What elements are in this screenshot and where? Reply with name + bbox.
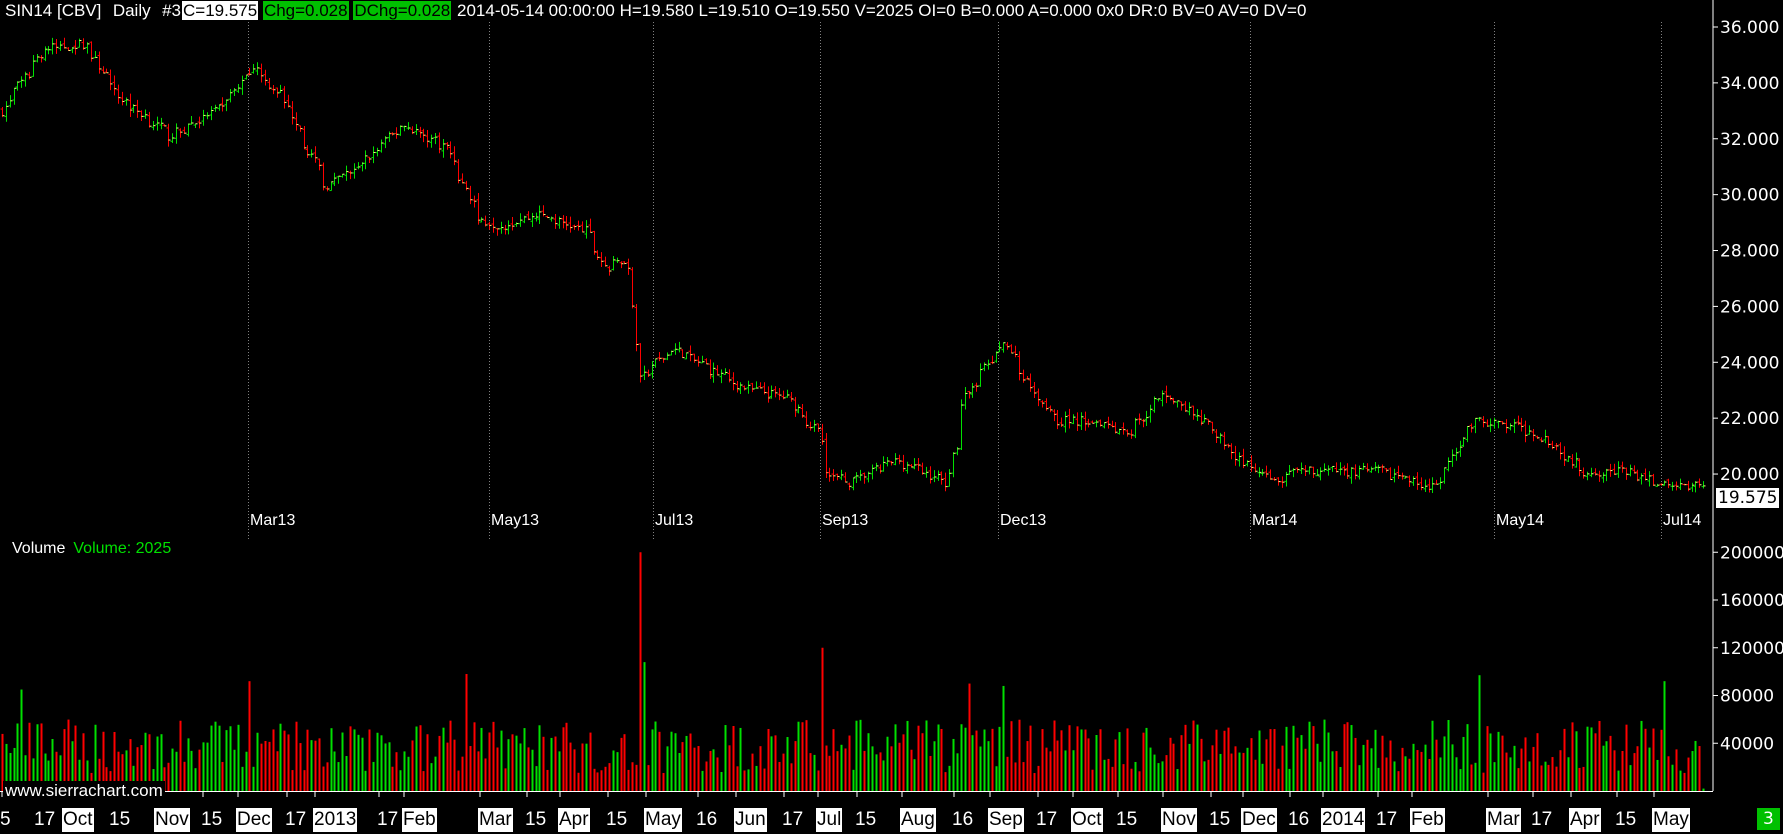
date-axis-label: Mar: [1486, 808, 1521, 832]
date-axis-label: Mar: [478, 808, 513, 832]
daily-change-value: DChg=0.028: [353, 1, 452, 20]
date-axis-label: 17: [377, 809, 399, 830]
price-tick-label: 24.000: [1720, 353, 1779, 373]
date-axis-label: Dec: [1241, 808, 1277, 832]
date-axis-label: 15: [1209, 809, 1231, 830]
date-axis-label: Jun: [734, 808, 767, 832]
date-axis-label: 17: [285, 809, 307, 830]
date-axis-label: Apr: [558, 808, 590, 832]
contract-marker-label: Mar13: [250, 512, 296, 529]
date-axis-label: 15: [606, 809, 628, 830]
price-tick-label: 28.000: [1720, 242, 1779, 262]
date-axis-label: 15: [855, 809, 877, 830]
volume-tick-label: 200000: [1720, 543, 1783, 563]
date-axis-label: May: [1652, 808, 1690, 832]
date-axis-label: 15: [1615, 809, 1637, 830]
contract-marker-label: Dec13: [1000, 512, 1047, 529]
date-axis-label: 16: [696, 809, 718, 830]
date-axis-label: Nov: [154, 808, 190, 832]
volume-tick-label: 40000: [1720, 734, 1774, 754]
date-axis-label: May: [644, 808, 682, 832]
volume-tick-label: 80000: [1720, 687, 1774, 707]
date-axis-label: Sep: [988, 808, 1024, 832]
date-axis-label: 17: [782, 809, 804, 830]
close-value: C=19.575: [182, 1, 259, 20]
date-axis-label: Feb: [1410, 808, 1445, 832]
watermark: www.sierrachart.com: [3, 781, 165, 801]
volume-tick-label: 120000: [1720, 639, 1783, 659]
date-axis-label: 17: [34, 809, 56, 830]
price-tick-label: 32.000: [1720, 130, 1779, 150]
last-price-label: 19.575: [1716, 488, 1780, 508]
chart-header: SIN14 [CBV] Daily #3 C=19.575 Chg=0.028 D…: [4, 1, 1307, 21]
date-axis-label: 15: [525, 809, 547, 830]
date-axis-label: Apr: [1569, 808, 1601, 832]
date-axis-label: 15: [1116, 809, 1138, 830]
volume-title: Volume Volume: 2025: [12, 540, 171, 558]
contract-marker-label: May13: [491, 512, 540, 529]
date-axis-label: Aug: [900, 808, 936, 832]
contract-marker-label: Mar14: [1252, 512, 1298, 529]
date-axis-label: Jul: [816, 808, 843, 832]
date-axis-label: 16: [952, 809, 974, 830]
date-axis-label: 17: [1531, 809, 1553, 830]
period: Daily: [112, 1, 151, 20]
date-axis-label: 2013: [313, 808, 358, 832]
contract-marker-label: May14: [1496, 512, 1545, 529]
volume-study-name: Volume: [12, 540, 66, 557]
price-tick-label: 26.000: [1720, 297, 1779, 317]
date-axis-label: 5: [0, 809, 11, 830]
bar-details: 2014-05-14 00:00:00 H=19.580 L=19.510 O=…: [457, 1, 1307, 20]
volume-tick-label: 160000: [1720, 591, 1783, 611]
date-axis-label: 17: [1036, 809, 1058, 830]
chart-page-badge[interactable]: 3: [1757, 808, 1780, 830]
symbol: SIN14 [CBV]: [5, 1, 102, 20]
date-axis-label: Feb: [402, 808, 437, 832]
contract-marker-label: Jul13: [655, 512, 694, 529]
date-axis-label: 16: [1288, 809, 1310, 830]
price-tick-label: 34.000: [1720, 74, 1779, 94]
price-tick-label: 22.000: [1720, 409, 1779, 429]
date-axis-label: Dec: [236, 808, 272, 832]
date-axis-label: Oct: [62, 808, 94, 832]
date-axis-label: 17: [1376, 809, 1398, 830]
change-value: Chg=0.028: [262, 1, 349, 20]
date-axis-label: 2014: [1321, 808, 1366, 832]
date-axis-label: Nov: [1161, 808, 1197, 832]
volume-value: Volume: 2025: [73, 540, 172, 557]
contract-marker-label: Jul14: [1663, 512, 1702, 529]
chart-number: #3: [162, 1, 181, 20]
price-tick-label: 30.000: [1720, 186, 1779, 206]
price-tick-label: 20.000: [1720, 465, 1779, 485]
contract-marker-label: Sep13: [822, 512, 869, 529]
date-axis-label: 15: [201, 809, 223, 830]
date-axis-label: Oct: [1071, 808, 1103, 832]
price-tick-label: 36.000: [1720, 18, 1779, 38]
date-axis-label: 15: [109, 809, 131, 830]
